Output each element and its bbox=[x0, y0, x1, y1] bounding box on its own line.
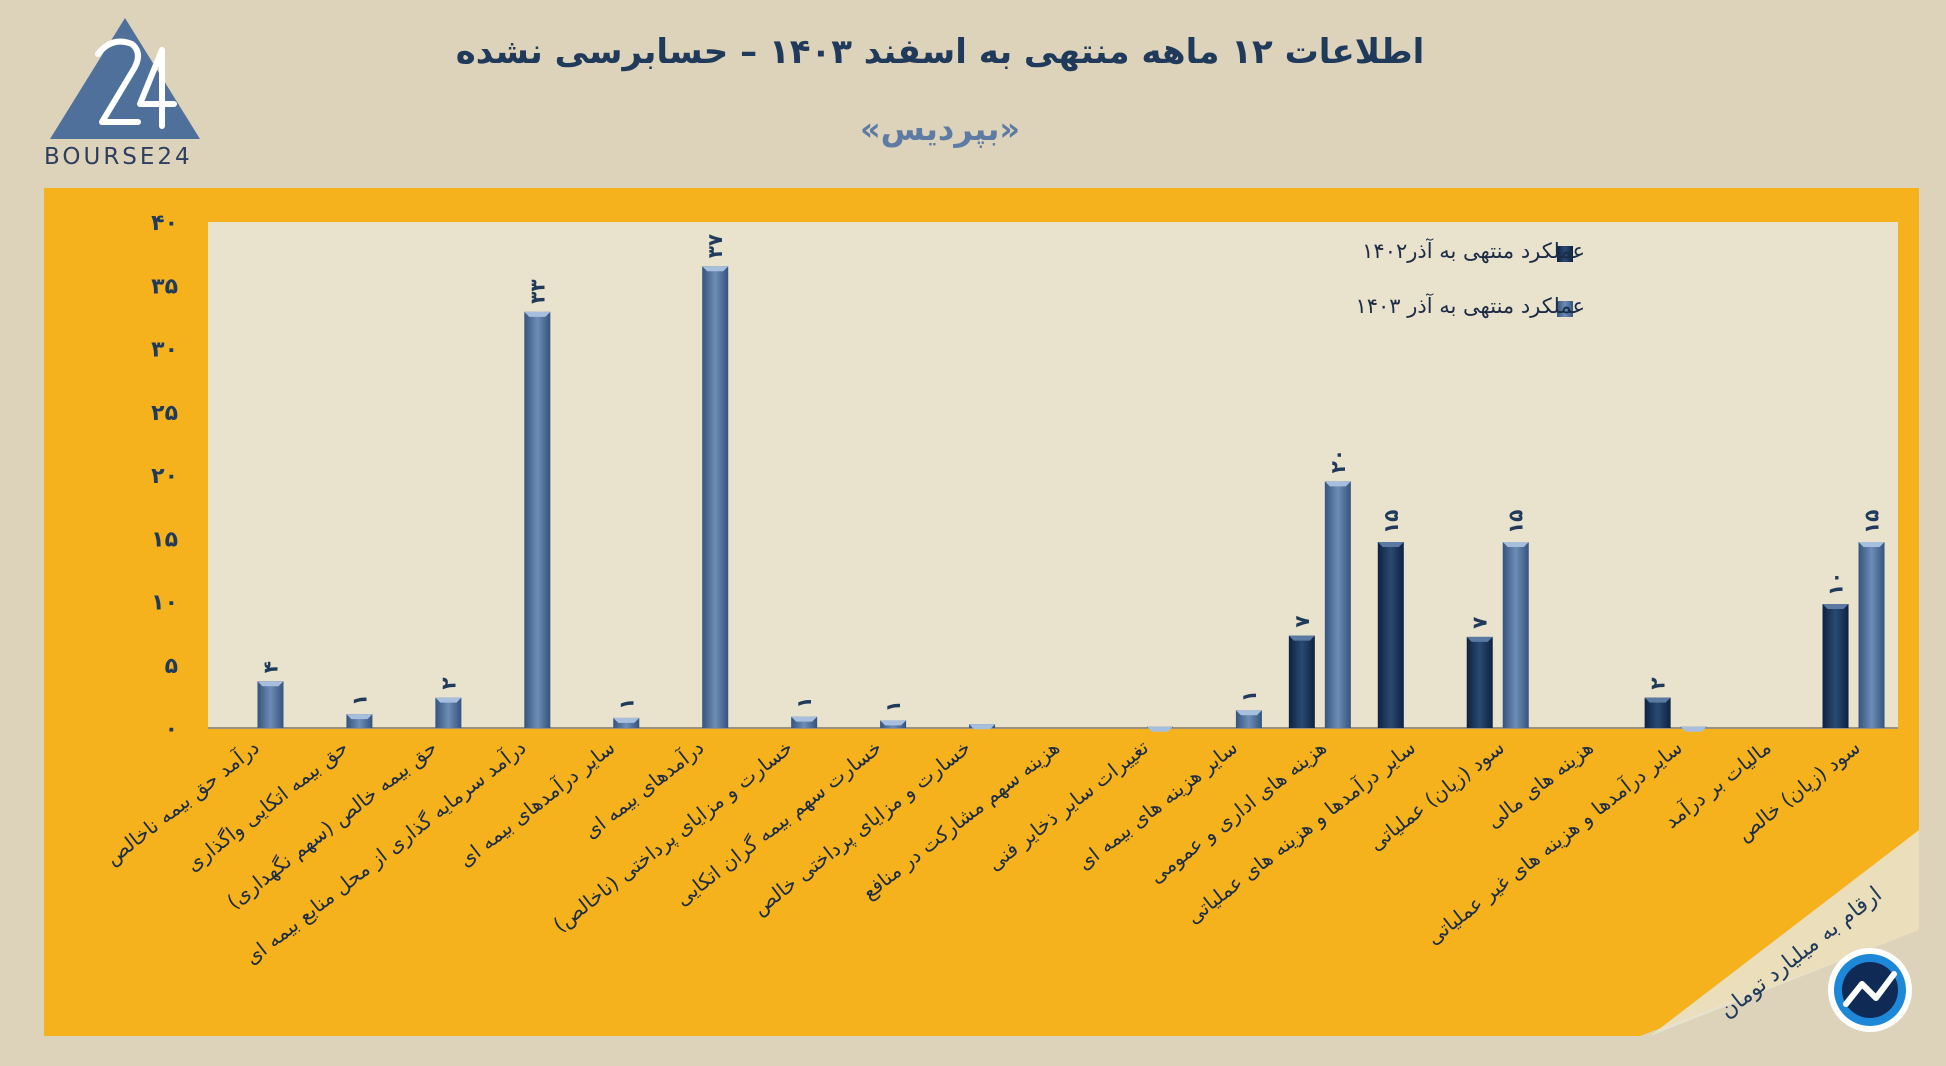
bar-1403 bbox=[613, 717, 640, 728]
bar-data-label: ۴ bbox=[258, 661, 282, 673]
bar-1402 bbox=[1288, 635, 1315, 728]
bar-1402 bbox=[1644, 697, 1671, 728]
bar-data-label: ۷ bbox=[1468, 617, 1492, 629]
bar-1402 bbox=[1822, 604, 1849, 728]
bar-cap bbox=[346, 714, 373, 720]
bar-cap bbox=[257, 681, 284, 687]
bar-data-label: ۱ bbox=[881, 700, 905, 712]
legend-label-1402: عملکرد منتهی به آذر۱۴۰۲ bbox=[1362, 238, 1585, 263]
bar-data-label: ۱ bbox=[347, 694, 371, 706]
bar-cap bbox=[702, 266, 729, 272]
bar-data-label: ۱ bbox=[1237, 690, 1261, 702]
bar-1403 bbox=[1502, 542, 1529, 728]
bar-cap bbox=[435, 697, 462, 703]
bar-1403 bbox=[791, 716, 818, 728]
bar-data-label: ۳۷ bbox=[703, 234, 727, 258]
bar-cap bbox=[1146, 726, 1173, 732]
bar-cap bbox=[1288, 635, 1315, 641]
bar-cap bbox=[613, 717, 640, 723]
legend: عملکرد منتهی به آذر۱۴۰۲ عملکرد منتهی به … bbox=[1355, 238, 1585, 318]
bar-cap bbox=[1235, 710, 1262, 716]
bar-1403 bbox=[1858, 542, 1885, 728]
y-tick-label: ۱۵ bbox=[151, 527, 178, 552]
bar-data-label: ۱ bbox=[614, 698, 638, 710]
y-tick-label: ۲۵ bbox=[151, 401, 178, 426]
y-tick-label: ۱۰ bbox=[151, 591, 178, 616]
bar-1403 bbox=[702, 266, 729, 728]
bourse24-logo bbox=[50, 18, 200, 139]
bar-cap bbox=[791, 716, 818, 722]
bar-1402 bbox=[1377, 542, 1404, 728]
bar-cap bbox=[1502, 542, 1529, 548]
y-tick-label: ۳۰ bbox=[151, 338, 178, 363]
legend-swatch-1403 bbox=[1557, 301, 1573, 317]
chart-title: اطلاعات ۱۲ ماهه منتهی به اسفند ۱۴۰۳ – حس… bbox=[455, 32, 1425, 72]
bar-data-label: ۱ bbox=[792, 696, 816, 708]
bar-1403 bbox=[524, 311, 551, 728]
chart-subtitle: «بپردیس» bbox=[860, 110, 1020, 148]
bar-data-label: ۱۵ bbox=[1379, 510, 1403, 534]
bar-cap bbox=[1858, 542, 1885, 548]
bar-cap bbox=[1822, 604, 1849, 610]
bar-cap bbox=[1324, 481, 1351, 487]
bar-data-label: ۲۰ bbox=[1326, 449, 1350, 473]
y-tick-label: ۵ bbox=[165, 654, 178, 679]
logo-text: BOURSE24 bbox=[44, 144, 193, 170]
bar-1402 bbox=[1466, 636, 1493, 728]
corner-ribbon-stripe bbox=[1650, 830, 1919, 1036]
bar-data-label: ۱۵ bbox=[1504, 510, 1528, 534]
bar-data-label: ۱۵ bbox=[1860, 510, 1884, 534]
bar-cap bbox=[1466, 636, 1493, 642]
trend-logo-icon bbox=[1828, 948, 1912, 1032]
legend-label-1403: عملکرد منتهی به آذر ۱۴۰۳ bbox=[1355, 293, 1585, 318]
bar-cap bbox=[880, 720, 907, 726]
bar-1403 bbox=[257, 681, 284, 728]
bar-cap bbox=[1644, 697, 1671, 703]
bar-cap bbox=[1377, 542, 1404, 548]
y-tick-label: ۳۵ bbox=[151, 274, 178, 299]
bar-data-label: ۱۰ bbox=[1824, 572, 1848, 596]
bar-cap bbox=[969, 724, 996, 730]
plot-area bbox=[208, 222, 1898, 728]
bar-1403 bbox=[435, 697, 462, 728]
legend-swatch-1402 bbox=[1557, 246, 1573, 262]
bar-data-label: ۲ bbox=[1646, 677, 1670, 689]
bar-data-label: ۲ bbox=[436, 677, 460, 689]
bar-data-label: ۷ bbox=[1290, 615, 1314, 627]
bar-cap bbox=[1680, 726, 1707, 732]
y-tick-label: ۰ bbox=[165, 717, 178, 742]
bar-1403 bbox=[1324, 481, 1351, 728]
bar-data-label: ۳۳ bbox=[525, 279, 549, 303]
y-tick-label: ۲۰ bbox=[151, 464, 178, 489]
bar-cap bbox=[524, 311, 551, 317]
y-tick-label: ۴۰ bbox=[151, 211, 178, 236]
